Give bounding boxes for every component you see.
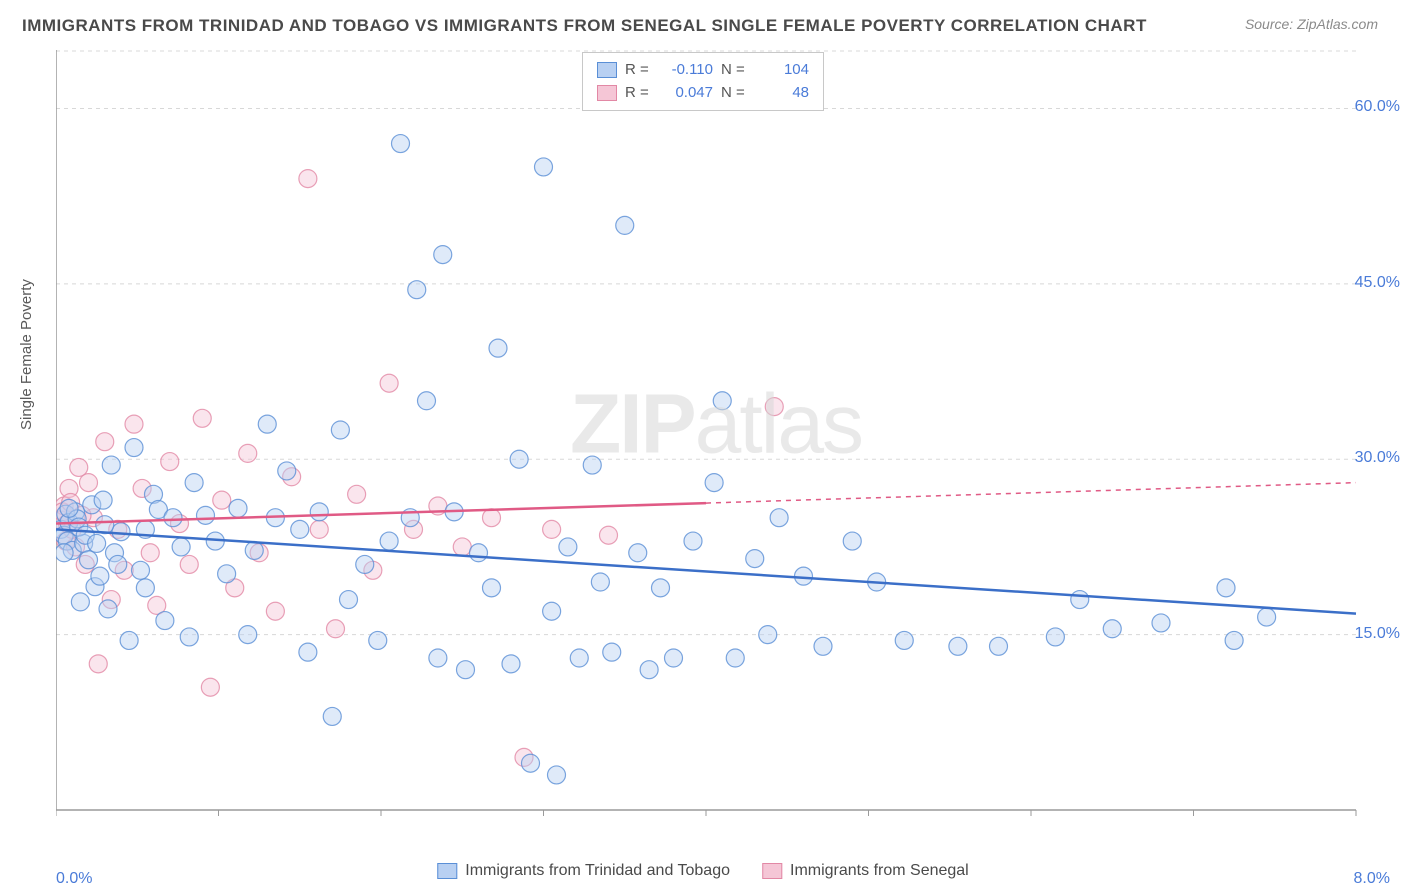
stat-r-label: R = bbox=[625, 82, 653, 105]
legend-label: Immigrants from Senegal bbox=[790, 862, 969, 880]
chart-svg bbox=[56, 50, 1376, 830]
legend-stats: R = -0.110 N = 104 R = 0.047 N = 48 bbox=[582, 52, 824, 111]
plot-area: ZIPatlas bbox=[56, 50, 1376, 830]
legend-swatch-senegal bbox=[597, 85, 617, 101]
stat-r-label: R = bbox=[625, 59, 653, 82]
legend-stats-row: R = -0.110 N = 104 bbox=[597, 59, 809, 82]
legend-swatch-senegal bbox=[762, 863, 782, 879]
legend-item-trinidad: Immigrants from Trinidad and Tobago bbox=[437, 862, 730, 880]
legend-series: Immigrants from Trinidad and Tobago Immi… bbox=[437, 862, 968, 880]
y-tick-label: 30.0% bbox=[1320, 449, 1400, 467]
y-axis-label: Single Female Poverty bbox=[18, 279, 35, 430]
stat-n-value: 104 bbox=[757, 59, 809, 82]
x-tick-label: 8.0% bbox=[1354, 870, 1390, 888]
chart-title: IMMIGRANTS FROM TRINIDAD AND TOBAGO VS I… bbox=[22, 16, 1147, 36]
legend-item-senegal: Immigrants from Senegal bbox=[762, 862, 969, 880]
source-attribution: Source: ZipAtlas.com bbox=[1245, 16, 1378, 32]
stat-n-label: N = bbox=[721, 59, 749, 82]
x-tick-label: 0.0% bbox=[56, 870, 92, 888]
legend-label: Immigrants from Trinidad and Tobago bbox=[465, 862, 730, 880]
legend-stats-row: R = 0.047 N = 48 bbox=[597, 82, 809, 105]
stat-n-value: 48 bbox=[757, 82, 809, 105]
legend-swatch-trinidad bbox=[437, 863, 457, 879]
stat-n-label: N = bbox=[721, 82, 749, 105]
legend-swatch-trinidad bbox=[597, 62, 617, 78]
stat-r-value: 0.047 bbox=[661, 82, 713, 105]
y-tick-label: 60.0% bbox=[1320, 98, 1400, 116]
stat-r-value: -0.110 bbox=[661, 59, 713, 82]
y-tick-label: 45.0% bbox=[1320, 274, 1400, 292]
y-tick-label: 15.0% bbox=[1320, 625, 1400, 643]
